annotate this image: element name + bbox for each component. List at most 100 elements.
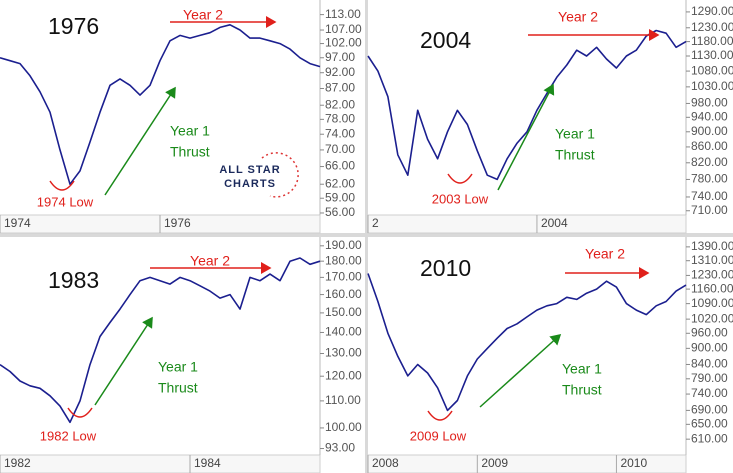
y-tick-label: 610.00: [691, 431, 728, 445]
y-tick-label: 1390.00: [691, 239, 733, 253]
y-tick-label: 92.00: [325, 65, 355, 79]
price-line: [367, 29, 687, 181]
y-tick-label: 1310.00: [691, 253, 733, 267]
x-axis-strip: [0, 454, 321, 473]
y-tick-label: 1030.00: [691, 79, 733, 93]
chart-title: 2004: [420, 27, 471, 53]
y-tick-label: 170.00: [325, 270, 362, 284]
low-arc: [427, 410, 453, 421]
y-tick-label: 110.00: [325, 393, 361, 407]
y-tick-label: 1230.00: [691, 268, 733, 282]
y-tick-label: 93.00: [325, 441, 355, 455]
y-tick-label: 150.00: [325, 305, 362, 319]
thrust-label: Year 1: [555, 126, 595, 142]
thrust-label: Thrust: [562, 382, 602, 398]
year2-label: Year 2: [190, 253, 230, 269]
x-tick-label: 2010: [620, 456, 647, 470]
thrust-label: Thrust: [158, 380, 198, 396]
logo-text: ALL STAR: [219, 164, 280, 176]
y-tick-label: 78.00: [325, 112, 355, 126]
y-tick-label: 56.00: [325, 205, 355, 219]
year2-label: Year 2: [558, 9, 598, 25]
y-tick-label: 66.00: [325, 159, 355, 173]
low-arc: [447, 173, 473, 184]
y-tick-label: 140.00: [325, 325, 362, 339]
y-tick-label: 62.00: [325, 176, 355, 190]
low-label: 1982 Low: [40, 428, 97, 443]
year2-label: Year 2: [585, 246, 625, 262]
price-line: [0, 24, 321, 185]
y-tick-label: 160.00: [325, 287, 362, 301]
thrust-arrow: [104, 86, 176, 196]
panel: [368, 0, 733, 233]
y-tick-label: 113.00: [325, 7, 361, 21]
y-tick-label: 82.00: [325, 97, 355, 111]
y-tick-label: 120.00: [325, 368, 362, 382]
chart-title: 2010: [420, 255, 471, 281]
y-tick-label: 59.00: [325, 190, 355, 204]
y-tick-label: 70.00: [325, 142, 355, 156]
panel: [0, 0, 365, 233]
thrust-arrow: [94, 316, 153, 406]
y-tick-label: 780.00: [691, 172, 728, 186]
y-tick-label: 107.00: [325, 22, 362, 36]
x-axis-strip: [367, 214, 687, 234]
y-tick-label: 690.00: [691, 403, 728, 417]
y-tick-label: 940.00: [691, 109, 728, 123]
panel: [368, 237, 733, 473]
x-tick-label: 2009: [481, 456, 508, 470]
x-tick-label: 1974: [4, 216, 31, 230]
x-tick-label: 2004: [541, 216, 568, 230]
thrust-label: Thrust: [555, 147, 595, 163]
y-tick-label: 900.00: [691, 341, 728, 355]
chart-title: 1976: [48, 13, 99, 39]
panel: [0, 237, 365, 473]
y-tick-label: 840.00: [691, 357, 728, 371]
y-tick-label: 1290.00: [691, 4, 733, 18]
y-tick-label: 960.00: [691, 325, 728, 339]
y-tick-label: 1080.00: [691, 63, 733, 77]
y-tick-label: 190.00: [325, 238, 362, 252]
x-tick-label: 2: [372, 216, 379, 230]
thrust-label: Thrust: [170, 144, 210, 160]
year2-label: Year 2: [183, 7, 223, 23]
logo-swoosh: [261, 152, 299, 198]
thrust-label: Year 1: [562, 361, 602, 377]
y-tick-label: 102.00: [325, 36, 362, 50]
x-tick-label: 1982: [4, 456, 31, 470]
y-tick-label: 1130.00: [691, 48, 733, 62]
y-tick-label: 130.00: [325, 346, 362, 360]
thrust-arrow: [479, 333, 562, 408]
x-tick-label: 2008: [372, 456, 399, 470]
price-line: [0, 257, 321, 424]
low-label: 1974 Low: [37, 194, 94, 209]
y-tick-label: 100.00: [325, 420, 362, 434]
thrust-label: Year 1: [170, 123, 210, 139]
y-tick-label: 97.00: [325, 50, 355, 64]
y-tick-label: 860.00: [691, 139, 728, 153]
y-tick-label: 650.00: [691, 417, 728, 431]
y-tick-label: 87.00: [325, 81, 355, 95]
y-tick-label: 180.00: [325, 253, 362, 267]
thrust-arrow: [497, 83, 555, 191]
low-label: 2003 Low: [432, 191, 489, 206]
x-tick-label: 1984: [194, 456, 221, 470]
y-tick-label: 710.00: [691, 203, 728, 217]
y-tick-label: 980.00: [691, 96, 728, 110]
low-arc: [49, 180, 75, 191]
y-tick-label: 740.00: [691, 189, 728, 203]
y-tick-label: 1230.00: [691, 20, 733, 34]
chart-title: 1983: [48, 267, 99, 293]
low-arc: [67, 407, 93, 418]
y-tick-label: 740.00: [691, 386, 728, 400]
y-tick-label: 74.00: [325, 126, 355, 140]
y-tick-label: 1090.00: [691, 296, 733, 310]
y-tick-label: 1020.00: [691, 311, 733, 325]
y-tick-label: 1160.00: [691, 281, 733, 295]
y-tick-label: 1180.00: [691, 34, 733, 48]
low-label: 2009 Low: [410, 428, 467, 443]
logo-text: CHARTS: [224, 178, 276, 190]
y-tick-label: 900.00: [691, 124, 728, 138]
thrust-label: Year 1: [158, 359, 198, 375]
